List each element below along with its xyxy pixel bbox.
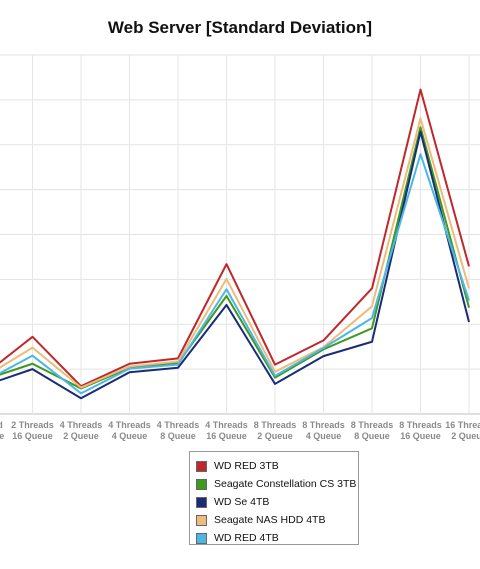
series-line-seagate-constellation-cs-3tb xyxy=(0,126,470,390)
series-line-wd-red-3tb xyxy=(0,88,470,388)
series-lines xyxy=(0,88,470,400)
legend-swatch xyxy=(196,460,207,472)
legend-item: WD Se 4TB xyxy=(196,493,358,511)
legend-item: Seagate Constellation CS 3TB xyxy=(196,475,358,493)
x-tick-label: 4 Threads 16 Queue xyxy=(205,420,248,441)
x-tick-label: 1 Thread16 Queue xyxy=(0,420,4,441)
x-tick-label: 4 Threads 8 Queue xyxy=(157,420,200,441)
chart-title: Web Server [Standard Deviation] xyxy=(107,18,373,37)
legend-label: Seagate NAS HDD 4TB xyxy=(214,514,326,526)
grid-lines xyxy=(0,54,480,415)
legend-item: WD RED 3TB xyxy=(196,457,358,475)
x-tick-label: 8 Threads 16 Queue xyxy=(399,420,442,441)
series-line-wd-red-4tb xyxy=(0,153,470,395)
legend-swatch xyxy=(196,496,207,508)
legend-swatch xyxy=(196,532,207,544)
x-tick-label: 8 Threads 2 Queue xyxy=(254,420,297,441)
series-line-wd-se-4tb xyxy=(0,130,470,400)
legend-item: WD RED 4TB xyxy=(196,529,358,547)
x-tick-label: 8 Threads 8 Queue xyxy=(351,420,394,441)
legend-label: WD Se 4TB xyxy=(214,496,270,508)
x-tick-label: 4 Threads 4 Queue xyxy=(108,420,151,441)
legend-label: WD RED 4TB xyxy=(214,532,279,544)
legend-label: WD RED 3TB xyxy=(214,460,279,472)
x-tick-label: 2 Threads 16 Queue xyxy=(11,420,54,441)
legend-swatch xyxy=(196,478,207,490)
legend-label: Seagate Constellation CS 3TB xyxy=(214,478,357,490)
series-line-seagate-nas-hdd-4tb xyxy=(0,117,470,389)
legend-swatch xyxy=(196,514,207,526)
legend: WD RED 3TB Seagate Constellation CS 3TB WD… xyxy=(189,451,359,545)
legend-item: Seagate NAS HDD 4TB xyxy=(196,511,358,529)
x-tick-label: 4 Threads 2 Queue xyxy=(60,420,103,441)
x-tick-label: 8 Threads 4 Queue xyxy=(302,420,345,441)
